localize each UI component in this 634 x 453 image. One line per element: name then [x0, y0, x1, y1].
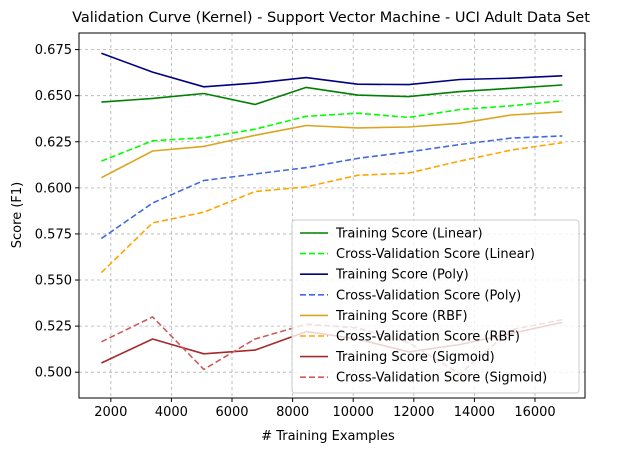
series-line-1: [101, 100, 563, 162]
y-tick-label: 0.525: [35, 320, 72, 335]
y-tick-label: 0.550: [35, 274, 72, 289]
legend-label: Training Score (RBF): [335, 309, 468, 324]
x-tick-label: 4000: [155, 405, 188, 420]
series-line-5: [100, 141, 563, 274]
plot-frame: [78, 32, 586, 399]
x-tick-label: 16000: [514, 405, 555, 420]
legend-label: Cross-Validation Score (Poly): [336, 288, 521, 303]
y-tick-label: 0.650: [35, 89, 72, 104]
y-tick-label: 0.675: [35, 43, 72, 58]
y-tick-label: 0.625: [35, 135, 72, 150]
chart-title: Validation Curve (Kernel) - Support Vect…: [72, 10, 590, 26]
y-axis-ticks: 0.500 0.525 0.550 0.575 0.600 0.625 0.650 0.675: [35, 43, 79, 381]
series-line-4: [101, 111, 563, 179]
x-axis-ticks: 2000 4000 6000 8000 10000 12000 14000 16000: [94, 398, 556, 420]
legend-label: Cross-Validation Score (Linear): [336, 247, 535, 262]
x-tick-label: 6000: [215, 405, 248, 420]
x-tick-label: 12000: [393, 405, 434, 420]
legend: Training Score (Linear) Cross-Validation …: [291, 219, 580, 394]
series-line-3: [100, 135, 563, 240]
y-axis-label: Score (F1): [10, 182, 25, 248]
legend-label: Training Score (Linear): [335, 227, 483, 242]
x-tick-label: 2000: [94, 405, 127, 420]
legend-label: Training Score (Sigmoid): [335, 350, 495, 365]
x-tick-label: 10000: [333, 405, 374, 420]
legend-box: [291, 219, 580, 394]
y-tick-label: 0.500: [35, 366, 72, 381]
y-tick-label: 0.575: [35, 227, 72, 242]
y-tick-label: 0.600: [35, 181, 72, 196]
legend-label: Training Score (Poly): [335, 268, 469, 283]
x-tick-label: 14000: [454, 405, 495, 420]
series-lines: [100, 52, 563, 375]
grid: [79, 33, 585, 398]
x-axis-label: # Training Examples: [261, 429, 395, 444]
legend-label: Cross-Validation Score (Sigmoid): [336, 371, 547, 386]
series-line-2: [101, 52, 563, 88]
series-line-0: [101, 84, 563, 106]
x-tick-label: 8000: [276, 405, 309, 420]
legend-label: Cross-Validation Score (RBF): [336, 330, 520, 345]
